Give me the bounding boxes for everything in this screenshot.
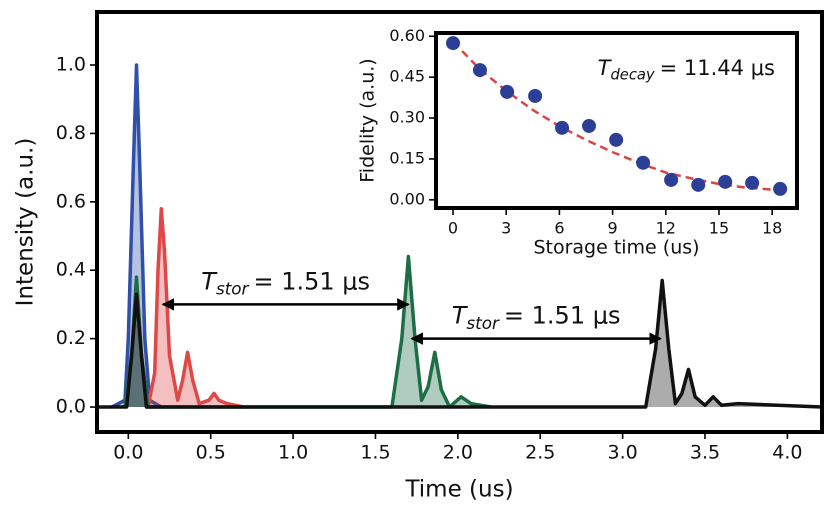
- point: [718, 174, 733, 189]
- x-axis-label: Storage time (us): [533, 237, 699, 259]
- y-axis-label: Fidelity (a.u.): [357, 58, 379, 182]
- x-tick-label: 15: [709, 219, 729, 238]
- point: [472, 63, 487, 78]
- annotation: Tstor = 1.51 μs: [452, 302, 621, 333]
- annotation-text: = 11.44 μs: [660, 56, 775, 80]
- annotation-symbol: T: [452, 302, 469, 330]
- point: [528, 88, 543, 103]
- point: [745, 175, 760, 190]
- annotation: Tdecay = 11.44 μs: [598, 56, 775, 83]
- frame: [95, 10, 824, 434]
- x-tick-label: 3: [501, 219, 511, 238]
- x-tick-label: 2.0: [443, 442, 473, 464]
- x-tick-label: 1.0: [278, 442, 308, 464]
- point: [555, 120, 570, 135]
- annotation-subscript: stor: [216, 279, 250, 299]
- line: [110, 63, 163, 409]
- y-tick-label: 0.8: [56, 122, 86, 144]
- point: [609, 132, 624, 147]
- y-tick-label: 0.0: [56, 396, 86, 418]
- y-axis-label: Intensity (a.u.): [13, 138, 39, 307]
- y-tick-label: 0.4: [56, 259, 86, 281]
- y-tick-label: 0.45: [389, 67, 425, 86]
- point: [446, 36, 461, 51]
- x-tick-label: 4.0: [772, 442, 802, 464]
- area: [111, 65, 162, 408]
- x-tick-label: 0.0: [113, 442, 143, 464]
- x-tick-label: 12: [656, 219, 676, 238]
- area: [125, 256, 491, 408]
- x-tick-label: 2.5: [525, 442, 555, 464]
- y-tick-label: 0.00: [389, 189, 425, 208]
- point: [582, 118, 597, 133]
- y-tick-label: 0.2: [56, 327, 86, 349]
- y-tick-label: 0.30: [389, 108, 425, 127]
- point: [664, 172, 679, 187]
- line: [97, 278, 823, 409]
- x-tick-label: 18: [762, 219, 782, 238]
- annotation-text: = 1.51 μs: [504, 302, 621, 330]
- y-tick-label: 0.15: [389, 148, 425, 167]
- point: [691, 177, 706, 192]
- y-tick-label: 0.6: [56, 190, 86, 212]
- y-tick-label: 0.60: [389, 26, 425, 45]
- x-tick-label: 3.5: [690, 442, 720, 464]
- y-tick-label: 1.0: [56, 54, 86, 76]
- annotation-symbol: T: [598, 56, 613, 80]
- annotation-subscript: decay: [610, 66, 654, 83]
- point: [500, 84, 515, 99]
- point: [636, 155, 651, 170]
- x-tick-label: 1.5: [360, 442, 390, 464]
- line: [146, 206, 244, 409]
- annotation-subscript: stor: [466, 313, 500, 333]
- annotation: Tstor = 1.51 μs: [201, 267, 370, 298]
- annotation-text: = 1.51 μs: [253, 267, 370, 295]
- point: [773, 181, 788, 196]
- x-axis-label: Time (us): [404, 477, 513, 503]
- x-tick-label: 3.0: [608, 442, 638, 464]
- x-tick-label: 6: [554, 219, 564, 238]
- frame: [434, 31, 799, 210]
- annotation-symbol: T: [201, 267, 218, 295]
- plot-area: [436, 33, 797, 208]
- x-tick-label: 0: [448, 219, 458, 238]
- x-tick-label: 9: [608, 219, 618, 238]
- x-tick-label: 0.5: [196, 442, 226, 464]
